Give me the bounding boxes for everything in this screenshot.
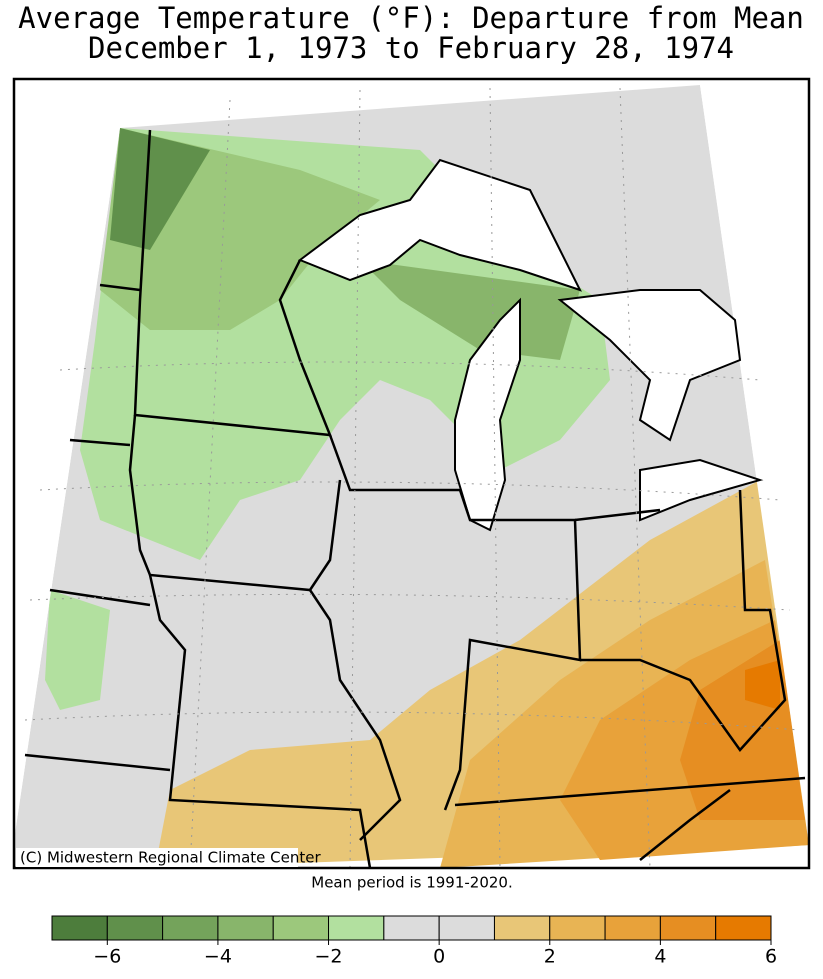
colorbar-swatch xyxy=(604,915,661,941)
anomaly-region xyxy=(360,260,580,360)
outside-area xyxy=(14,79,120,840)
title-line: December 1, 1973 to February 28, 1974 xyxy=(88,31,734,65)
credit-box xyxy=(16,848,298,867)
colorbar-tick-label: −2 xyxy=(315,946,343,968)
anomaly-region xyxy=(110,128,210,250)
colorbar-swatch xyxy=(51,915,108,941)
colorbar-swatch xyxy=(438,915,495,941)
colorbar-swatch xyxy=(659,915,717,941)
lake-superior xyxy=(297,158,582,292)
colorbar-tick-label: 6 xyxy=(765,946,777,968)
colorbar-swatch xyxy=(493,915,551,941)
outside-area xyxy=(700,79,809,845)
lake-michigan xyxy=(454,297,521,532)
state-borders xyxy=(24,129,806,869)
credit: (C) Midwestern Regional Climate Center xyxy=(20,849,321,867)
colorbar-tick-label: −4 xyxy=(204,946,232,968)
note: Mean period is 1991-2020. xyxy=(311,874,512,892)
map-frame xyxy=(12,77,811,870)
colorbar-swatch xyxy=(217,915,274,941)
colorbar-swatch xyxy=(715,915,772,941)
colorbar-swatch xyxy=(272,915,330,941)
colorbar-tick-label: −6 xyxy=(93,946,121,968)
colorbar-swatch xyxy=(328,915,385,941)
anomaly-region xyxy=(45,590,110,710)
graticule xyxy=(24,87,801,869)
title-line: Average Temperature (°F): Departure from… xyxy=(18,1,804,35)
map: (C) Midwestern Regional Climate Center xyxy=(12,77,811,870)
colorbar-tick-label: 0 xyxy=(433,946,445,968)
colorbar: −6 −4 −2 0 2 4 6 xyxy=(51,915,777,968)
colorbar-swatch xyxy=(106,915,164,941)
colorbar-tick-label: 2 xyxy=(544,946,556,968)
colorbar-swatch xyxy=(549,915,606,941)
colorbar-swatch xyxy=(383,915,440,941)
colorbar-swatch xyxy=(162,915,219,941)
anomaly-region xyxy=(745,660,780,710)
lake-huron xyxy=(557,289,742,442)
colorbar-tick-label: 4 xyxy=(654,946,666,968)
